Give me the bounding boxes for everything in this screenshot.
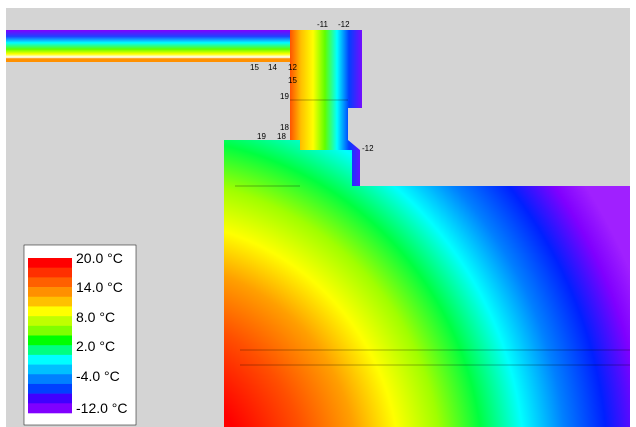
isotherm-label: 15 [250, 63, 259, 72]
legend-swatch [28, 345, 72, 356]
labels: 20.0 °C 14.0 °C 8.0 °C 2.0 °C -4.0 °C -12.0 °… [76, 20, 374, 416]
wall [290, 30, 362, 186]
legend-swatch [28, 316, 72, 327]
isotherm-label: 19 [257, 132, 266, 141]
legend-label: 14.0 °C [76, 279, 123, 295]
legend-swatch [28, 325, 72, 336]
legend-swatch [28, 267, 72, 278]
legend-swatch [28, 383, 72, 394]
legend-swatch [28, 287, 72, 298]
legend-swatch [28, 277, 72, 288]
isotherm-label: -12 [362, 144, 374, 153]
legend-swatch [28, 258, 72, 268]
legend-label: 20.0 °C [76, 250, 123, 266]
legend-swatch [28, 306, 72, 317]
legend-swatch [28, 374, 72, 385]
legend-label: -4.0 °C [76, 368, 120, 384]
isotherm-label: 18 [277, 132, 286, 141]
legend-swatches [28, 258, 72, 414]
isotherm-label: 19 [280, 92, 289, 101]
legend-swatch [28, 335, 72, 346]
legend-label: 8.0 °C [76, 309, 115, 325]
isotherm-label: -12 [338, 20, 350, 29]
slab [6, 30, 336, 62]
isotherm-label: -11 [317, 20, 329, 29]
legend-swatch [28, 354, 72, 365]
legend-label: 2.0 °C [76, 338, 115, 354]
legend-swatch [28, 296, 72, 307]
isotherm-label: 18 [280, 123, 289, 132]
layer-lines [235, 99, 630, 366]
legend-swatch [28, 403, 72, 414]
block [224, 140, 630, 427]
legend-label: -12.0 °C [76, 400, 128, 416]
legend-swatch [28, 393, 72, 404]
isotherm-label: 14 [268, 63, 277, 72]
isotherm-label: 15 [288, 76, 297, 85]
legend-swatch [28, 364, 72, 375]
isotherm-label: 12 [288, 63, 297, 72]
